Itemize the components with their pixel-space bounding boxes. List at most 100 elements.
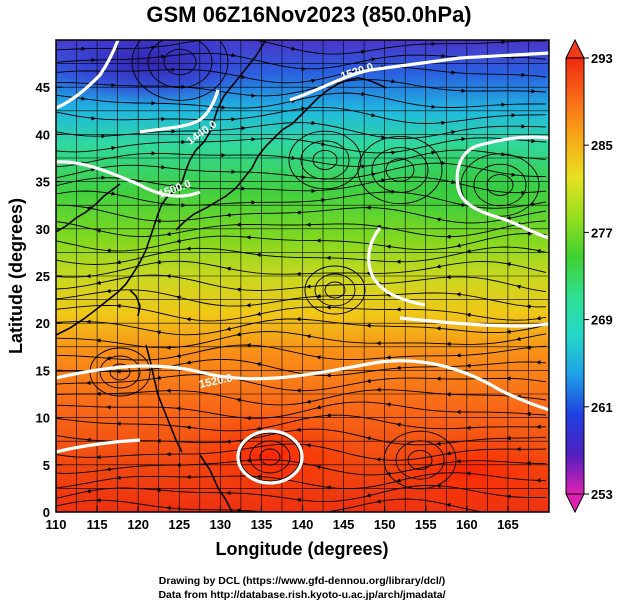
streamline-arrow — [361, 164, 366, 169]
contour-southwest — [56, 438, 141, 454]
streamline-arrow — [241, 74, 246, 79]
streamline-arrow — [236, 287, 241, 292]
contour-north — [56, 40, 120, 110]
streamline — [56, 289, 547, 308]
contour-closed-high — [236, 429, 304, 485]
streamline-arrow — [326, 373, 331, 378]
streamline-arrow — [86, 319, 91, 324]
streamline-arrow — [466, 363, 471, 368]
streamline — [56, 233, 547, 252]
streamline-arrow — [366, 436, 371, 441]
y-tick-label: 45 — [36, 80, 50, 95]
streamline-arrow — [236, 397, 241, 403]
streamline-vortex — [324, 281, 346, 299]
streamline — [56, 358, 547, 377]
streamline-arrow — [86, 488, 91, 494]
streamline-arrow — [221, 153, 226, 158]
y-tick-label: 0 — [43, 505, 50, 520]
streamline-arrow — [111, 191, 116, 196]
continent-coast — [56, 183, 121, 233]
streamline — [56, 122, 547, 140]
streamline-arrow — [161, 165, 166, 170]
streamline-arrow — [501, 40, 506, 45]
streamline-arrow — [186, 474, 191, 480]
streamline-arrow — [176, 238, 181, 244]
streamline-arrow — [456, 459, 461, 464]
x-tick-label: 150 — [374, 517, 396, 532]
streamline-arrow — [376, 499, 381, 504]
streamline — [56, 92, 547, 109]
streamline-arrow — [161, 54, 166, 59]
streamline — [56, 176, 547, 194]
streamline-arrow — [396, 422, 401, 427]
streamline-arrow — [81, 96, 86, 101]
streamline — [56, 374, 547, 392]
streamline — [56, 106, 547, 124]
streamline-arrow — [106, 404, 111, 410]
streamline-arrow — [511, 113, 516, 118]
streamline-arrow — [396, 365, 401, 371]
streamline-arrow — [156, 260, 161, 265]
streamline-arrow — [316, 355, 321, 360]
streamline-arrow — [256, 426, 261, 431]
streamline-vortex — [473, 163, 527, 207]
contour-mid-east — [399, 316, 549, 328]
y-tick-label: 20 — [36, 316, 50, 331]
streamline-vortex — [109, 363, 131, 381]
streamline-arrow — [186, 360, 191, 365]
colorbar-tick-label: 261 — [591, 400, 613, 415]
streamline-arrow — [186, 317, 191, 322]
contour-1520-north — [289, 51, 549, 102]
colorbar-tick-label: 253 — [591, 487, 613, 502]
streamline-arrow — [296, 427, 301, 432]
colorbar-tick-label: 269 — [591, 313, 613, 328]
streamline-arrow — [436, 264, 441, 269]
streamline-arrow — [536, 316, 541, 321]
streamline-arrow — [536, 360, 541, 365]
streamline-arrow — [296, 210, 301, 215]
streamline-arrow — [106, 356, 111, 361]
colorbar-body — [565, 57, 585, 495]
streamline-arrow — [116, 260, 121, 265]
streamline-vortex — [300, 140, 350, 180]
streamline-arrow — [116, 421, 121, 426]
streamline-arrow — [311, 120, 316, 126]
streamline — [56, 304, 547, 322]
streamline-arrow — [96, 454, 101, 460]
streamline-arrow — [316, 405, 321, 410]
colorbar-min-arrow — [565, 493, 585, 514]
streamline-arrow — [306, 443, 311, 448]
streamline-arrow — [296, 271, 301, 277]
streamline-arrow — [96, 338, 101, 343]
streamline-vortex — [163, 48, 197, 76]
streamline-vortex — [314, 273, 356, 307]
chart-title: GSM 06Z16Nov2023 (850.0hPa) — [146, 2, 471, 27]
streamline-arrow — [461, 88, 466, 94]
streamline-arrow — [96, 498, 101, 503]
streamline-arrow — [166, 388, 171, 393]
streamline-arrow — [231, 117, 236, 122]
japan-coast — [175, 77, 387, 231]
streamline-arrow — [516, 447, 521, 452]
streamline-vortex — [460, 153, 540, 217]
x-tick-label: 120 — [127, 517, 149, 532]
streamline — [56, 414, 547, 432]
streamline — [56, 498, 546, 512]
x-tick-label: 160 — [456, 517, 478, 532]
streamline-vortex — [486, 174, 514, 196]
streamline-arrow — [451, 179, 456, 185]
streamline-arrow — [361, 49, 366, 55]
streamline-arrow — [516, 284, 521, 289]
streamline-arrow — [256, 252, 261, 258]
streamline-vortex — [131, 40, 229, 101]
x-tick-label: 110 — [46, 517, 67, 532]
streamline-arrow — [501, 102, 506, 107]
y-tick-label: 35 — [36, 175, 50, 190]
streamline — [56, 162, 546, 180]
streamline-arrow — [246, 303, 251, 308]
y-tick-label: 15 — [36, 363, 50, 378]
streamline-arrow — [186, 246, 191, 251]
streamline — [56, 220, 547, 238]
streamline-arrow — [451, 130, 456, 135]
